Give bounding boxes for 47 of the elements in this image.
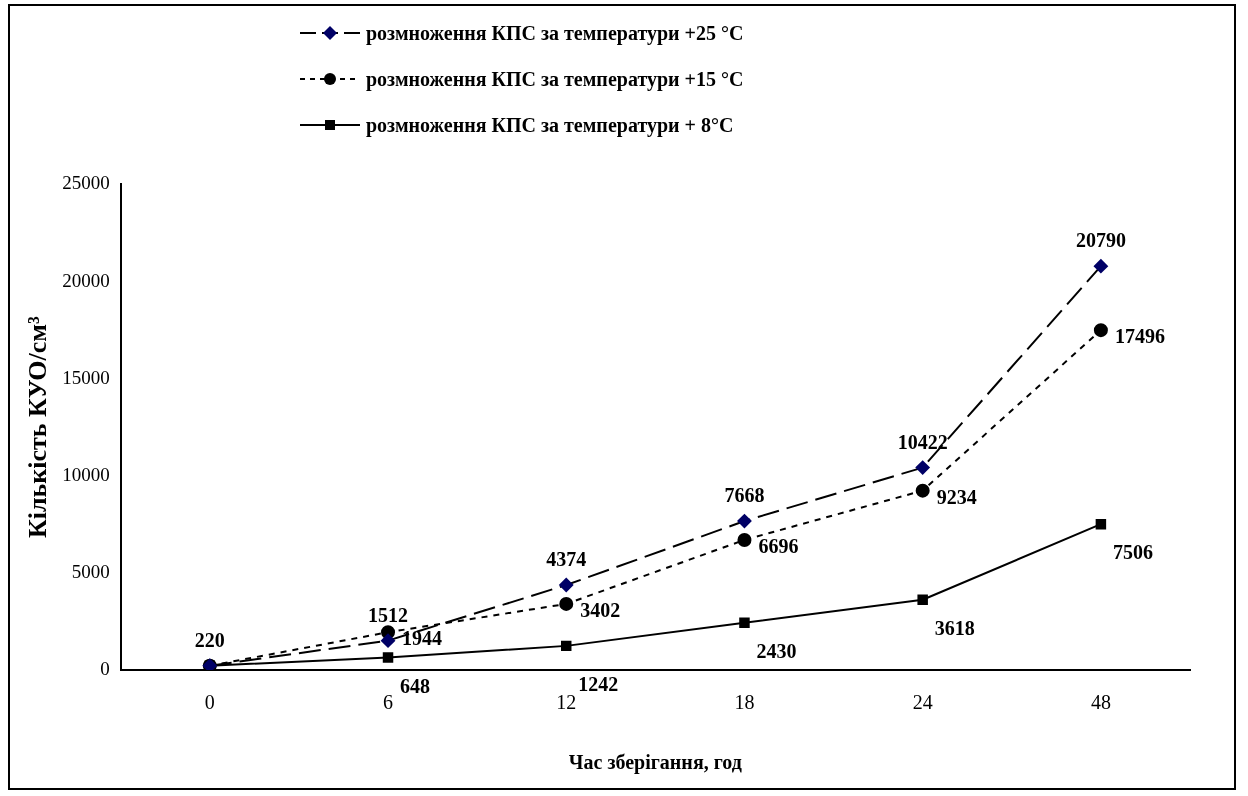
y-tick-label: 15000 [62, 366, 110, 388]
y-tick-label: 20000 [62, 269, 110, 291]
point [737, 514, 752, 529]
point [561, 640, 572, 652]
data-label: 7668 [724, 484, 765, 507]
data-label: 17496 [1114, 325, 1165, 348]
data-label: 7506 [1112, 541, 1153, 564]
x-tick-label: 18 [734, 691, 755, 714]
x-tick-label: 0 [204, 691, 215, 714]
data-label: 220 [194, 628, 225, 651]
data-label: 2430 [756, 639, 797, 662]
point [739, 617, 750, 629]
data-label: 1242 [578, 673, 619, 696]
point [915, 483, 930, 498]
legend-label: розмноження КПС за температури +25 °С [366, 21, 744, 45]
point [381, 633, 396, 648]
point [1093, 259, 1108, 274]
y-tick-label: 25000 [62, 172, 110, 194]
data-label: 3618 [934, 616, 975, 639]
point [915, 460, 930, 475]
x-axis-title: Час зберігання, год [568, 751, 742, 775]
point [1093, 323, 1108, 338]
x-tick-label: 24 [912, 691, 933, 714]
legend-label: розмноження КПС за температури + 8°С [366, 113, 734, 137]
data-label: 3402 [580, 599, 621, 622]
y-tick-label: 10000 [62, 463, 110, 485]
point [559, 578, 574, 593]
data-label: 10422 [897, 430, 948, 453]
data-label: 1512 [368, 603, 409, 626]
point [382, 652, 394, 663]
y-tick-label: 0 [100, 657, 110, 679]
x-tick-label: 12 [556, 691, 577, 714]
point [737, 532, 752, 547]
x-tick-label: 48 [1090, 691, 1111, 714]
x-tick-label: 6 [383, 691, 394, 714]
point [917, 594, 928, 605]
y-axis-title: Кількість КУО/см³ [23, 316, 53, 539]
legend-label: розмноження КПС за температури +15 °С [366, 67, 744, 91]
data-label: 9234 [936, 485, 977, 508]
data-label: 6696 [758, 535, 799, 558]
data-label: 4374 [546, 548, 587, 571]
point [1095, 518, 1107, 530]
point [559, 596, 574, 611]
data-label: 20790 [1075, 229, 1126, 252]
y-tick-label: 5000 [71, 560, 110, 582]
data-label: 648 [400, 674, 431, 697]
data-label: 1944 [402, 627, 443, 650]
